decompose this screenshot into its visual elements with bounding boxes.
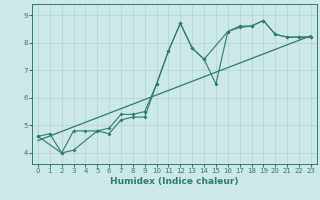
X-axis label: Humidex (Indice chaleur): Humidex (Indice chaleur)	[110, 177, 239, 186]
